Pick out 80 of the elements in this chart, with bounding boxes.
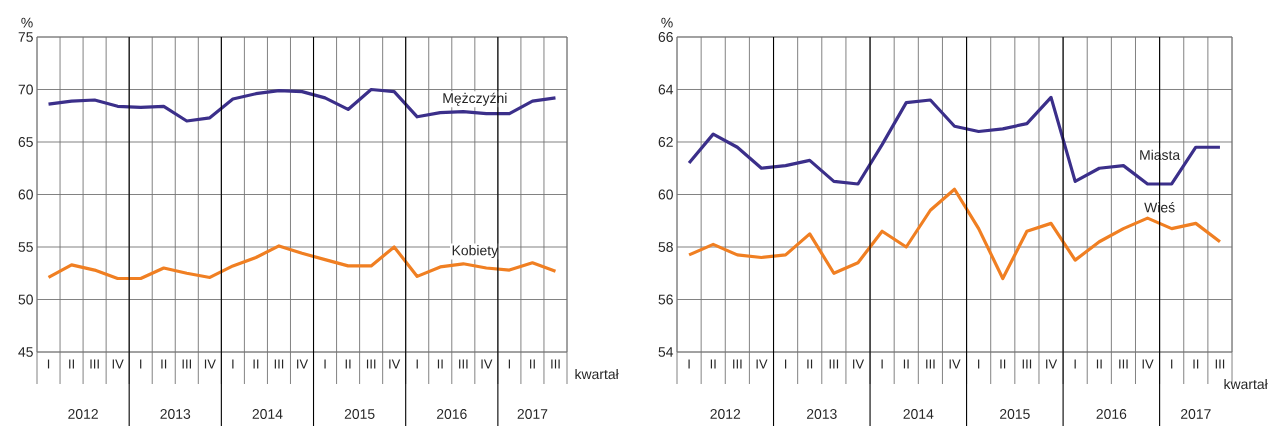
y-tick-label: 75 xyxy=(18,32,33,42)
x-tick-label: IV xyxy=(297,359,309,369)
x-tick-label: I xyxy=(140,359,142,369)
x-tick-label: II xyxy=(345,359,351,369)
x-tick-label: II xyxy=(1000,359,1006,369)
x-tick-label: III xyxy=(90,359,99,369)
text: 2015 xyxy=(1000,409,1030,419)
text: 2016 xyxy=(436,409,467,419)
y-tick-label: 45 xyxy=(18,347,33,357)
x-tick-label: IV xyxy=(112,359,124,369)
x-tick-label: IV xyxy=(1142,359,1154,369)
x-tick-label: III xyxy=(1022,359,1032,369)
text: 2012 xyxy=(710,409,741,419)
text: 2014 xyxy=(903,409,934,419)
x-tick-label: IV xyxy=(481,359,493,369)
y-tick-label: 56 xyxy=(658,294,673,305)
x-tick-label: II xyxy=(69,359,74,369)
x-tick-label: I xyxy=(785,359,787,369)
x-tick-label: II xyxy=(807,359,813,369)
line-series xyxy=(687,95,1222,186)
x-tick-label: IV xyxy=(204,359,216,369)
y-axis-title: % xyxy=(21,17,33,28)
x-tick-label: I xyxy=(1074,359,1076,369)
y-tick-label: 50 xyxy=(18,294,33,305)
y-tick-label: 60 xyxy=(18,189,33,200)
x-tick-label: II xyxy=(1193,359,1199,369)
text: 2013 xyxy=(160,409,191,419)
x-tick-label: IV xyxy=(389,359,401,369)
y-tick-label: 64 xyxy=(658,84,674,95)
x-tick-label: III xyxy=(182,359,191,369)
x-tick-label: IV xyxy=(756,359,768,369)
x-tick-label: II xyxy=(161,359,167,369)
x-tick-label: I xyxy=(1171,359,1173,369)
y-tick-label: 65 xyxy=(18,137,33,147)
x-tick-label: II xyxy=(710,359,716,369)
x-tick-label: II xyxy=(437,359,443,369)
text: 2017 xyxy=(517,409,548,419)
x-tick-label: III xyxy=(551,359,560,369)
y-tick-label: 54 xyxy=(658,347,674,357)
x-tick-label: I xyxy=(881,359,883,369)
x-tick-label: I xyxy=(978,359,980,369)
x-tick-label: I xyxy=(324,359,326,369)
text: 2017 xyxy=(1181,409,1211,419)
y-tick-label: 60 xyxy=(658,189,673,200)
x-tick-label: II xyxy=(1096,359,1102,369)
y-tick-label: 70 xyxy=(18,84,33,95)
x-tick-label: IV xyxy=(1046,359,1058,369)
x-tick-label: III xyxy=(733,359,742,369)
y-axis-title: % xyxy=(661,17,673,28)
y-tick-label: 55 xyxy=(18,242,33,252)
line-series xyxy=(687,187,1222,281)
x-tick-label: III xyxy=(1119,359,1128,369)
x-tick-label: I xyxy=(508,359,510,369)
text: 2016 xyxy=(1096,409,1127,419)
x-tick-label: III xyxy=(1215,359,1225,369)
x-tick-label: II xyxy=(903,359,909,369)
x-tick-label: IV xyxy=(853,359,865,369)
x-axis-title: kwartał xyxy=(575,368,619,380)
x-tick-label: II xyxy=(253,359,259,369)
x-tick-label: I xyxy=(232,359,234,369)
text: 2014 xyxy=(252,409,283,419)
y-tick-label: 66 xyxy=(658,32,673,42)
x-tick-label: I xyxy=(688,359,690,369)
x-tick-label: II xyxy=(530,359,535,369)
text: 2013 xyxy=(806,409,837,419)
x-tick-label: IV xyxy=(949,359,961,369)
text: 2012 xyxy=(68,409,98,419)
line-series xyxy=(46,244,558,281)
y-tick-label: 58 xyxy=(658,242,673,252)
x-tick-label: III xyxy=(459,359,468,369)
x-tick-label: I xyxy=(47,359,50,369)
y-tick-label: 62 xyxy=(658,137,673,147)
x-tick-label: III xyxy=(274,359,284,369)
x-tick-label: I xyxy=(416,359,418,369)
x-tick-label: III xyxy=(829,359,839,369)
line-series xyxy=(46,87,558,123)
x-tick-label: III xyxy=(926,359,935,369)
x-tick-label: III xyxy=(366,359,376,369)
text: 2015 xyxy=(344,409,375,419)
x-axis-title: kwartał xyxy=(1224,378,1268,390)
